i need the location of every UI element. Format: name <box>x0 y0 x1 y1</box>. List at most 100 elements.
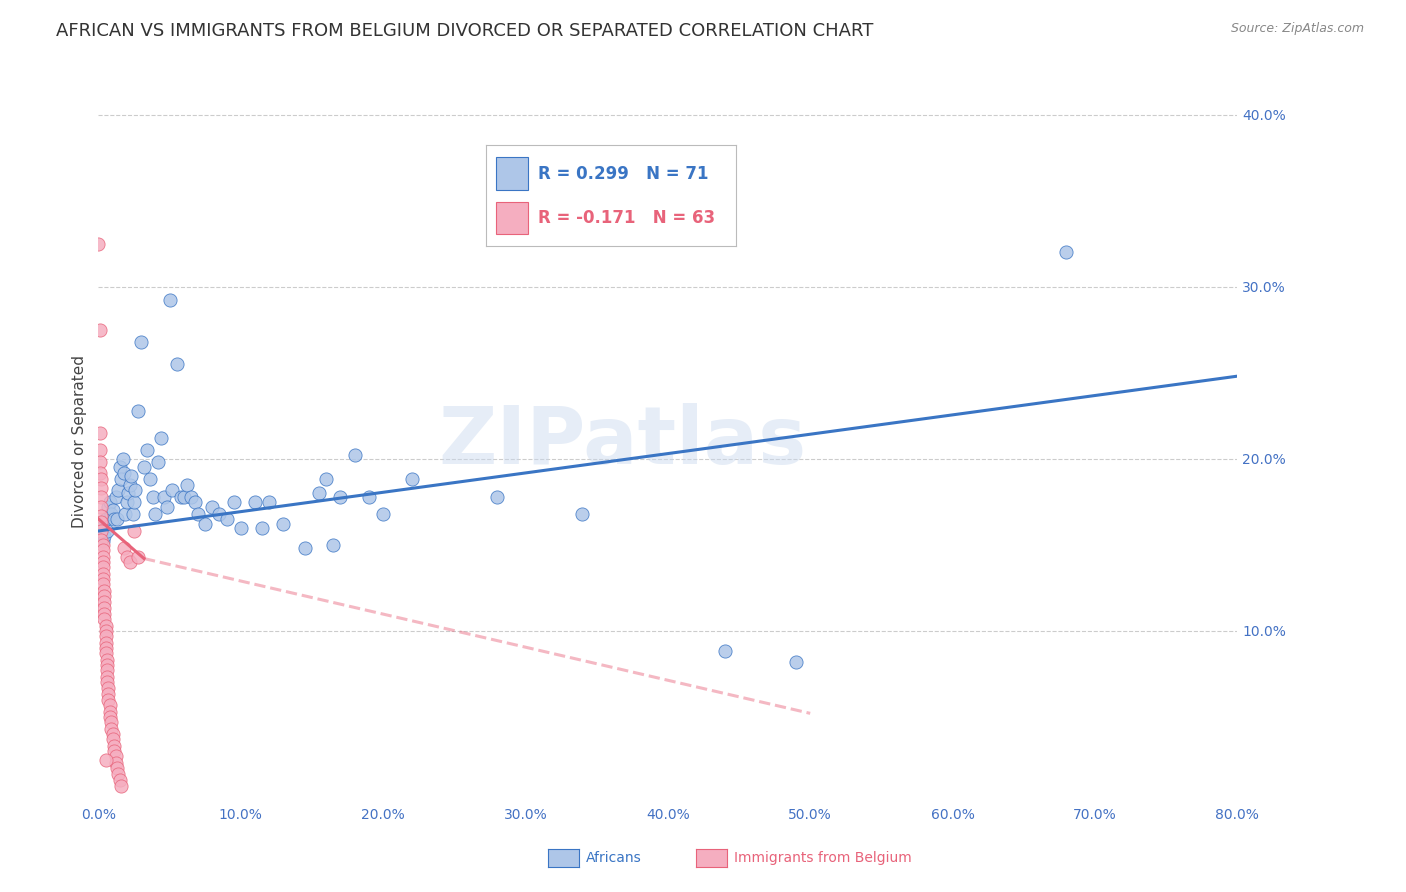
Point <box>90 472 112 486</box>
Point <box>90 508 112 523</box>
Point <box>138 472 160 486</box>
Text: Immigrants from Belgium: Immigrants from Belgium <box>734 851 912 865</box>
Text: ZIPatlas: ZIPatlas <box>439 402 807 481</box>
Point <box>97 692 120 706</box>
Point <box>103 512 125 526</box>
Point <box>89 520 111 534</box>
Point <box>91 567 114 582</box>
Point <box>98 705 121 719</box>
Point <box>91 549 114 564</box>
Point <box>153 490 176 504</box>
Point <box>91 577 114 591</box>
Point <box>122 524 145 538</box>
Point <box>176 477 198 491</box>
Point <box>259 494 281 508</box>
Point <box>148 455 170 469</box>
Text: R = 0.299   N = 71: R = 0.299 N = 71 <box>538 165 709 183</box>
Point <box>115 549 138 564</box>
Point <box>315 472 337 486</box>
Point <box>93 529 115 543</box>
Point <box>98 710 121 724</box>
Point <box>98 698 121 712</box>
Point <box>187 507 209 521</box>
Point <box>91 542 114 557</box>
Point <box>93 590 115 604</box>
Point <box>486 490 509 504</box>
Point <box>117 486 139 500</box>
Point <box>89 425 111 440</box>
Point <box>714 644 737 658</box>
Point <box>110 779 132 793</box>
Point <box>194 517 217 532</box>
Point <box>96 664 118 678</box>
Point <box>91 534 114 549</box>
Point <box>90 500 112 514</box>
Point <box>250 520 273 534</box>
Point <box>101 503 124 517</box>
Point <box>114 507 136 521</box>
Point <box>101 732 124 747</box>
Point <box>89 455 111 469</box>
Point <box>132 460 155 475</box>
Point <box>96 658 118 673</box>
FancyBboxPatch shape <box>496 158 529 190</box>
Point <box>98 494 121 508</box>
Point <box>103 739 125 753</box>
Point <box>96 670 118 684</box>
Point <box>96 653 118 667</box>
Point <box>90 533 112 547</box>
Point <box>100 507 122 521</box>
Point <box>91 572 114 586</box>
Point <box>141 490 163 504</box>
Point <box>135 443 157 458</box>
Point <box>173 490 195 504</box>
Point <box>201 500 224 514</box>
Point <box>222 494 245 508</box>
Point <box>322 538 344 552</box>
Point <box>103 744 125 758</box>
Point <box>108 460 131 475</box>
Point <box>785 655 807 669</box>
Point <box>96 675 118 690</box>
Point <box>273 517 295 532</box>
Point <box>184 494 207 508</box>
Point <box>94 618 117 632</box>
Point <box>401 472 423 486</box>
Point <box>93 612 115 626</box>
Point <box>170 490 193 504</box>
Point <box>104 756 127 771</box>
Point <box>97 687 120 701</box>
Y-axis label: Divorced or Separated: Divorced or Separated <box>72 355 87 528</box>
Point <box>166 357 188 371</box>
Point <box>150 431 173 445</box>
Point <box>93 601 115 615</box>
Point <box>156 500 179 514</box>
Point <box>108 773 131 788</box>
Point <box>107 766 129 780</box>
Point <box>96 524 118 538</box>
Point <box>180 490 202 504</box>
Point <box>101 727 124 741</box>
Point <box>90 524 112 538</box>
Point <box>89 323 111 337</box>
Point <box>104 749 127 764</box>
Point <box>127 549 149 564</box>
Point <box>208 507 231 521</box>
Point <box>100 722 122 736</box>
Point <box>90 490 112 504</box>
Point <box>215 512 238 526</box>
Point <box>94 629 117 643</box>
Point <box>571 507 593 521</box>
FancyBboxPatch shape <box>496 202 529 235</box>
Point <box>94 624 117 638</box>
Point <box>121 507 143 521</box>
Point <box>343 448 366 462</box>
Point <box>229 520 252 534</box>
Point <box>94 640 117 655</box>
Point <box>373 507 395 521</box>
Point <box>124 483 146 497</box>
Point <box>357 490 380 504</box>
Point <box>1056 245 1078 260</box>
Point <box>93 584 115 599</box>
Point <box>93 594 115 608</box>
